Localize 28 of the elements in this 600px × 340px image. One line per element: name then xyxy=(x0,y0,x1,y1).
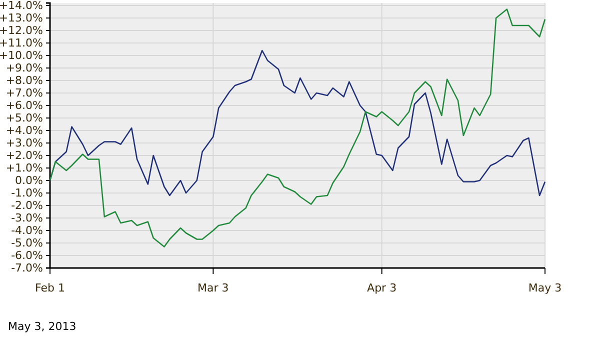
y-tick-label: +14.0% xyxy=(0,0,43,12)
text: May 3, 2013 xyxy=(8,320,76,333)
y-tick-label: -4.0% xyxy=(11,224,43,238)
y-tick-label: +7.0% xyxy=(6,86,43,100)
y-tick-label: +12.0% xyxy=(0,24,43,38)
y-tick-label: +10.0% xyxy=(0,49,43,62)
x-tick-label: Apr 3 xyxy=(367,281,397,294)
y-tick-label: +5.0% xyxy=(6,112,43,125)
y-tick-label: +1.0% xyxy=(6,162,43,175)
y-tick-label: -2.0% xyxy=(11,199,43,212)
y-tick-label: 0.0% xyxy=(15,174,43,188)
y-tick-label: +6.0% xyxy=(6,99,43,112)
y-tick-label: -6.0% xyxy=(11,249,43,262)
x-tick-label: Mar 3 xyxy=(198,281,229,294)
y-tick-label: -1.0% xyxy=(11,186,43,200)
y-tick-label: +3.0% xyxy=(6,136,43,150)
y-tick-label: +2.0% xyxy=(6,149,43,162)
y-tick-label: -3.0% xyxy=(11,212,43,225)
x-tick-label: May 3 xyxy=(528,281,562,294)
y-tick-label: -7.0% xyxy=(11,262,43,275)
y-tick-label: +4.0% xyxy=(6,124,43,138)
y-tick-label: +9.0% xyxy=(6,62,43,75)
y-tick-label: -5.0% xyxy=(11,236,43,250)
line-series xyxy=(49,8,546,248)
x-tick-label: Feb 1 xyxy=(35,281,65,294)
y-tick-label: +13.0% xyxy=(0,12,43,25)
y-tick-label: +11.0% xyxy=(0,36,43,50)
y-tick-label: +8.0% xyxy=(6,74,43,88)
